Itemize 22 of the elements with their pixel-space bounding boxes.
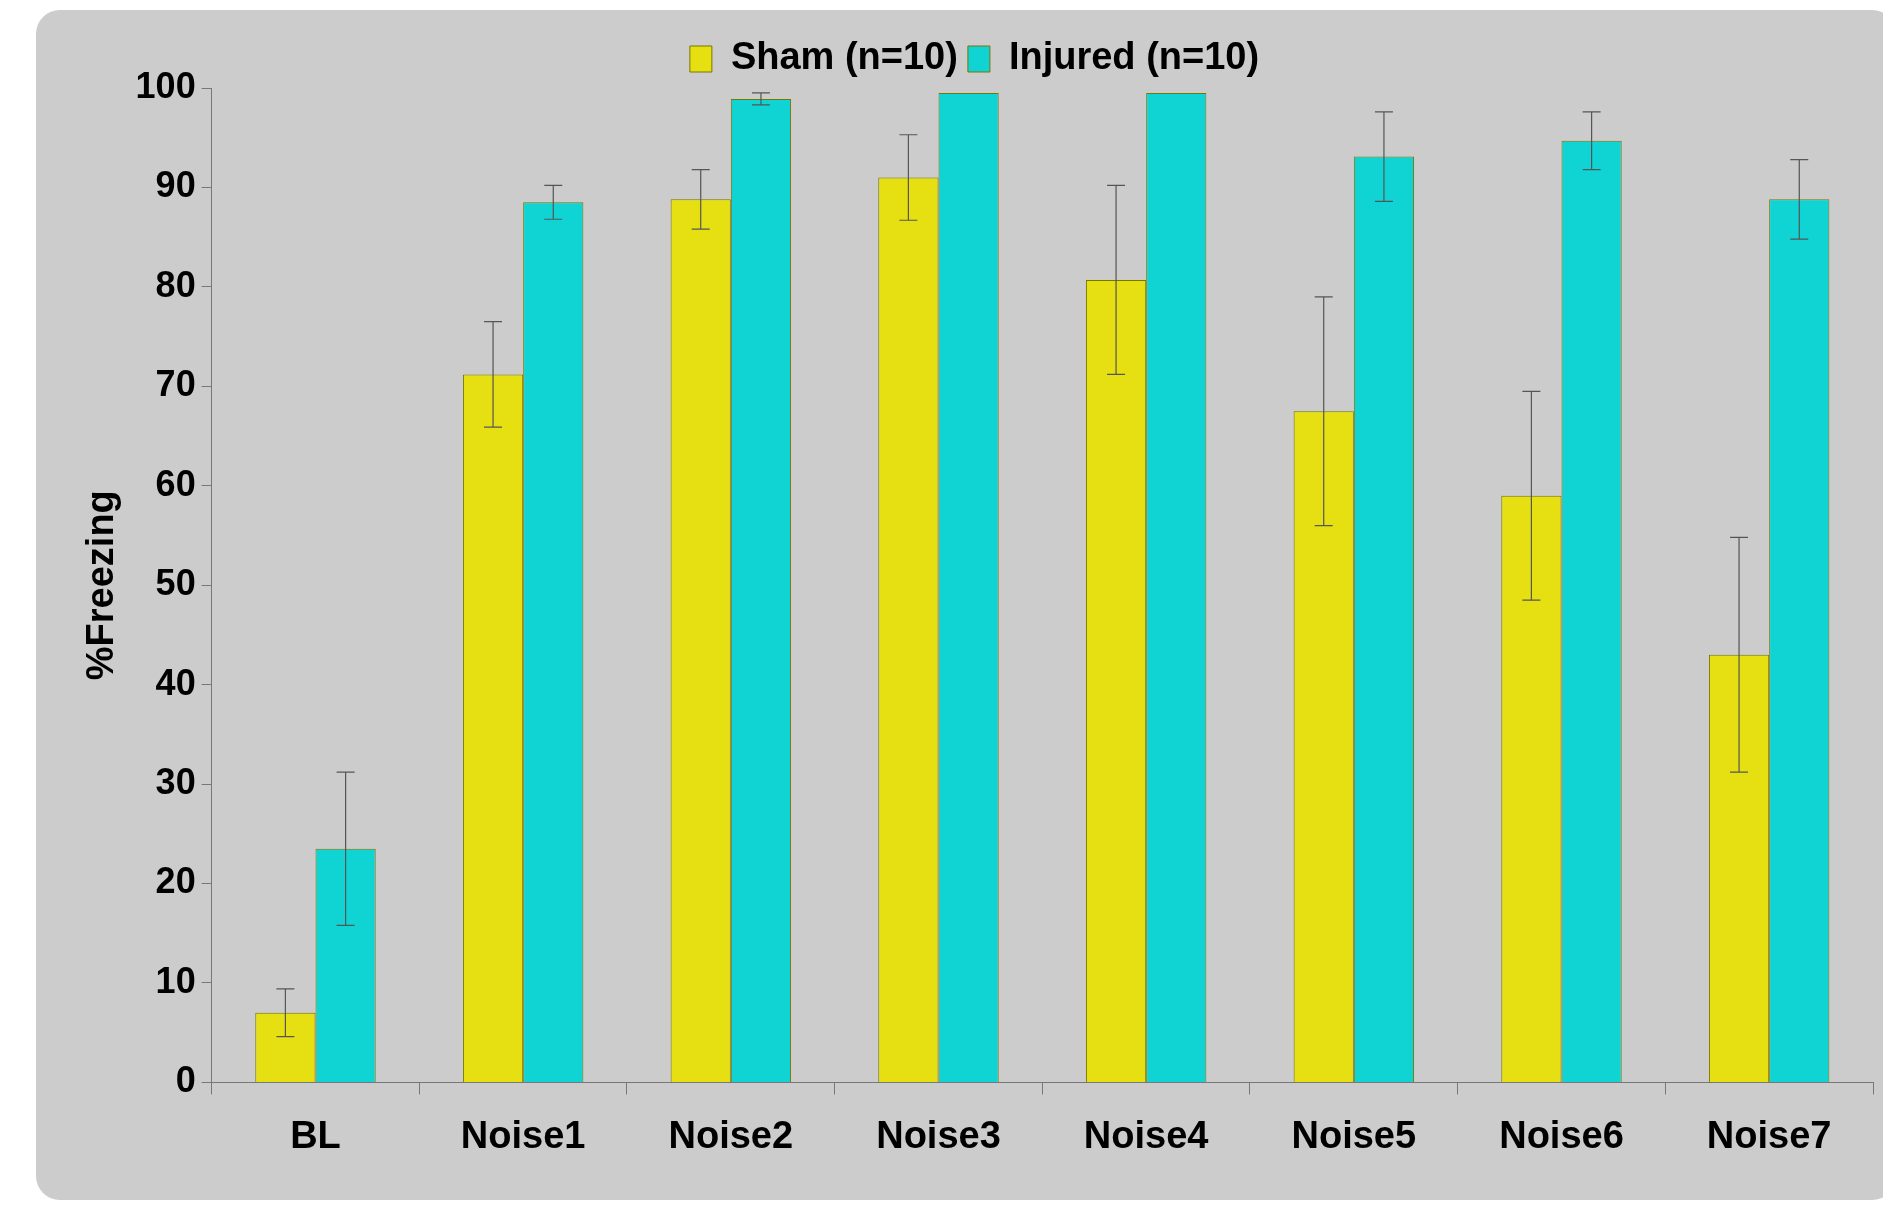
legend-label: Sham (n=10) <box>730 35 958 78</box>
y-tick-label: 80 <box>155 263 196 305</box>
y-tick-label: 90 <box>155 164 196 206</box>
y-tick-label: 60 <box>155 462 196 504</box>
y-axis-title: %Freezing <box>79 490 122 681</box>
x-tick-label: Noise3 <box>876 1113 1001 1156</box>
y-tick-label: 10 <box>155 959 196 1001</box>
y-tick-label: 100 <box>135 64 196 106</box>
x-tick-label: Noise1 <box>460 1113 586 1156</box>
y-tick-label: 50 <box>155 562 196 604</box>
y-tick-label: 70 <box>155 363 196 405</box>
x-tick-label: Noise7 <box>1706 1113 1832 1156</box>
x-tick-label: Noise2 <box>668 1113 794 1156</box>
legend-label: Injured (n=10) <box>1008 35 1260 78</box>
x-tick-label: Noise5 <box>1291 1113 1417 1156</box>
x-tick-label: Noise4 <box>1083 1113 1209 1156</box>
x-tick-label: Noise6 <box>1499 1113 1624 1156</box>
y-tick-label: 20 <box>155 860 196 902</box>
y-tick-label: 40 <box>155 661 196 703</box>
x-tick-label: BL <box>290 1113 341 1156</box>
y-tick-label: 0 <box>175 1059 196 1101</box>
y-tick-label: 30 <box>155 761 196 802</box>
